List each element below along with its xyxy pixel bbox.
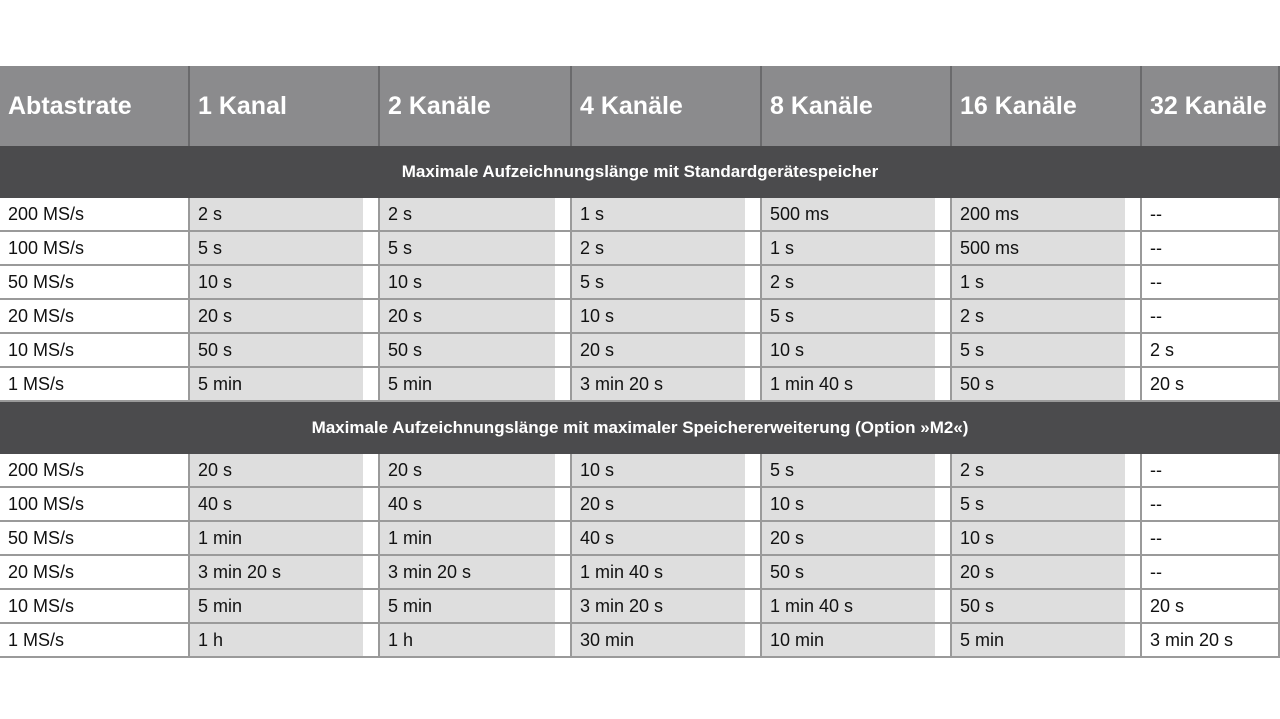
table-cell: 1 min 40 s — [572, 556, 762, 590]
table-cell: 500 ms — [762, 198, 952, 232]
table-cell: -- — [1142, 266, 1280, 300]
table-cell: 1 min 40 s — [762, 590, 952, 624]
header-cell: 32 Kanäle — [1142, 66, 1280, 146]
header-cell: 16 Kanäle — [952, 66, 1142, 146]
table-cell: 10 s — [572, 454, 762, 488]
header-cell: 2 Kanäle — [380, 66, 572, 146]
table-cell: 2 s — [952, 300, 1142, 334]
table-cell: 200 MS/s — [0, 198, 190, 232]
table-cell: 2 s — [572, 232, 762, 266]
table-cell: 10 s — [762, 488, 952, 522]
table-cell: 5 s — [380, 232, 572, 266]
table-cell: 40 s — [572, 522, 762, 556]
table-cell: 5 min — [380, 590, 572, 624]
table-cell: 50 MS/s — [0, 266, 190, 300]
table-cell: 1 s — [572, 198, 762, 232]
table-cell: 1 MS/s — [0, 368, 190, 402]
table-cell: 100 MS/s — [0, 232, 190, 266]
header-cell: 1 Kanal — [190, 66, 380, 146]
header-cell: 8 Kanäle — [762, 66, 952, 146]
table-cell: 200 MS/s — [0, 454, 190, 488]
table-cell: 5 min — [190, 368, 380, 402]
table-cell: 5 s — [762, 454, 952, 488]
table-cell: 20 s — [572, 488, 762, 522]
table-cell: 50 s — [380, 334, 572, 368]
table-cell: 1 s — [952, 266, 1142, 300]
table-cell: 1 h — [190, 624, 380, 658]
table-cell: 2 s — [762, 266, 952, 300]
table-cell: 20 s — [572, 334, 762, 368]
table-cell: 1 MS/s — [0, 624, 190, 658]
table-cell: 3 min 20 s — [380, 556, 572, 590]
header-cell: Abtastrate — [0, 66, 190, 146]
section-title: Maximale Aufzeichnungslänge mit maximale… — [0, 402, 1280, 454]
table-cell: 20 s — [380, 454, 572, 488]
table-cell: 50 MS/s — [0, 522, 190, 556]
table-cell: 50 s — [952, 590, 1142, 624]
table-cell: 2 s — [380, 198, 572, 232]
table-cell: -- — [1142, 454, 1280, 488]
table-cell: -- — [1142, 198, 1280, 232]
table-cell: 40 s — [190, 488, 380, 522]
table-cell: 3 min 20 s — [1142, 624, 1280, 658]
table-cell: 30 min — [572, 624, 762, 658]
table-cell: 10 s — [762, 334, 952, 368]
table-cell: 50 s — [190, 334, 380, 368]
table-cell: 20 s — [1142, 590, 1280, 624]
table-cell: 20 s — [190, 454, 380, 488]
table-cell: -- — [1142, 488, 1280, 522]
table-cell: 200 ms — [952, 198, 1142, 232]
table-cell: 5 min — [380, 368, 572, 402]
table-cell: 3 min 20 s — [190, 556, 380, 590]
table-cell: 2 s — [952, 454, 1142, 488]
table-cell: 20 s — [762, 522, 952, 556]
table-cell: 500 ms — [952, 232, 1142, 266]
table-cell: 3 min 20 s — [572, 368, 762, 402]
table-cell: 5 s — [762, 300, 952, 334]
table-cell: 100 MS/s — [0, 488, 190, 522]
section-title: Maximale Aufzeichnungslänge mit Standard… — [0, 146, 1280, 198]
table-cell: -- — [1142, 300, 1280, 334]
table-cell: 1 min — [190, 522, 380, 556]
table-cell: 1 min 40 s — [762, 368, 952, 402]
table-cell: 3 min 20 s — [572, 590, 762, 624]
table-cell: 5 s — [952, 334, 1142, 368]
table-cell: 10 s — [572, 300, 762, 334]
table-cell: 2 s — [190, 198, 380, 232]
table-cell: -- — [1142, 522, 1280, 556]
header-cell: 4 Kanäle — [572, 66, 762, 146]
table-cell: 50 s — [762, 556, 952, 590]
table-cell: 10 s — [190, 266, 380, 300]
table-cell: 50 s — [952, 368, 1142, 402]
table-cell: 10 MS/s — [0, 590, 190, 624]
table-cell: -- — [1142, 232, 1280, 266]
table-cell: 5 min — [190, 590, 380, 624]
table-cell: 10 min — [762, 624, 952, 658]
table-cell: 10 s — [380, 266, 572, 300]
table-cell: 20 s — [190, 300, 380, 334]
table-cell: 5 s — [572, 266, 762, 300]
table-cell: 20 MS/s — [0, 556, 190, 590]
table-cell: 1 h — [380, 624, 572, 658]
table-cell: 20 s — [380, 300, 572, 334]
table-cell: 5 s — [190, 232, 380, 266]
table-cell: 10 MS/s — [0, 334, 190, 368]
table-cell: 10 s — [952, 522, 1142, 556]
table-cell: 1 min — [380, 522, 572, 556]
table-cell: 20 s — [1142, 368, 1280, 402]
table-cell: 2 s — [1142, 334, 1280, 368]
table-cell: 5 min — [952, 624, 1142, 658]
table-cell: -- — [1142, 556, 1280, 590]
table-cell: 1 s — [762, 232, 952, 266]
table-cell: 20 MS/s — [0, 300, 190, 334]
table-cell: 20 s — [952, 556, 1142, 590]
table-cell: 40 s — [380, 488, 572, 522]
table-cell: 5 s — [952, 488, 1142, 522]
